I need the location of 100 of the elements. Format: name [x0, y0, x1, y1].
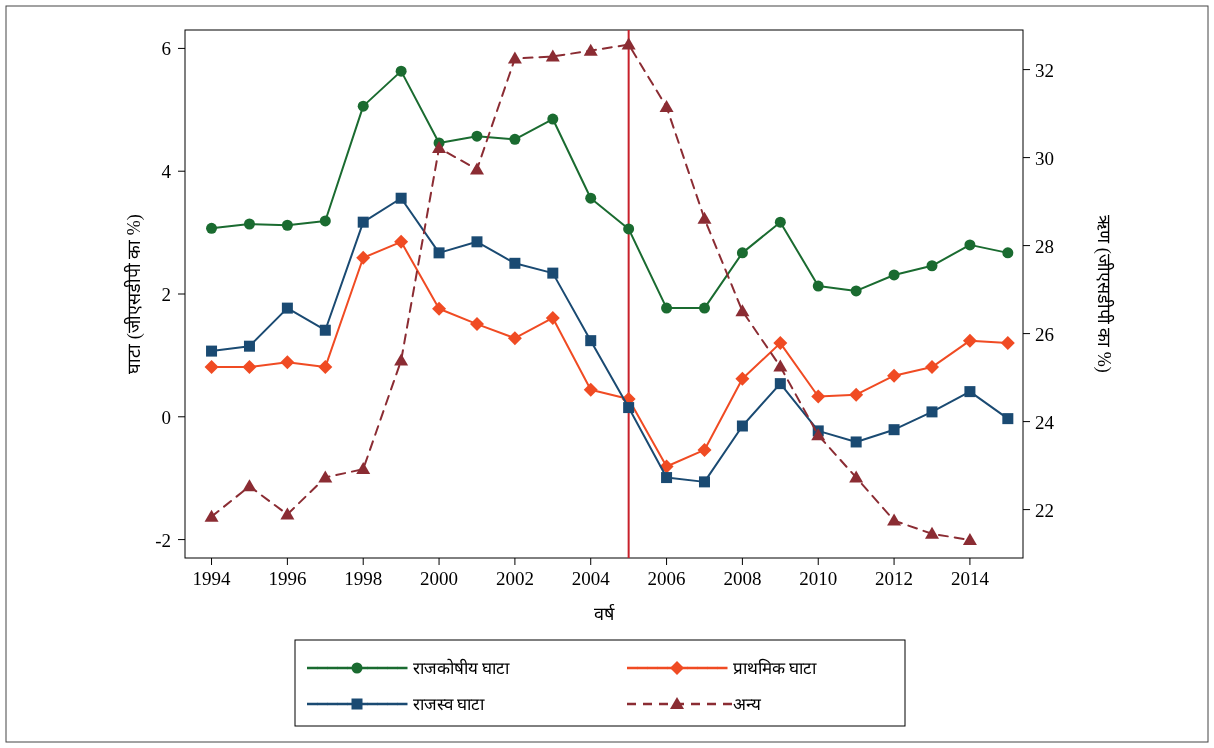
y2-tick-label: 22: [1035, 499, 1054, 521]
point: [774, 378, 786, 390]
x-tick-label: 2012: [875, 568, 914, 589]
point: [509, 257, 521, 269]
x-tick-label: 2014: [950, 568, 990, 589]
legend-label: राजस्व घाटा: [413, 695, 486, 714]
point: [394, 353, 409, 366]
y2-tick-label: 24: [1035, 411, 1055, 433]
point: [773, 336, 788, 351]
point: [507, 51, 522, 64]
x-tick-label: 1996: [268, 568, 307, 589]
x-tick-label: 2006: [647, 568, 686, 589]
point: [962, 532, 977, 545]
legend-label: प्राथमिक घाटा: [733, 658, 818, 678]
y2-tick-label: 32: [1035, 59, 1054, 81]
point: [547, 267, 559, 279]
point: [281, 219, 293, 231]
y-tick-label: 6: [161, 38, 171, 60]
point: [774, 216, 786, 228]
x-axis-title: वर्ष: [594, 603, 615, 624]
y2-tick-label: 28: [1035, 235, 1054, 257]
point: [395, 192, 407, 204]
x-tick-label: 1998: [344, 568, 383, 589]
point: [394, 234, 409, 249]
point: [812, 280, 824, 292]
x-tick-label: 2004: [571, 568, 611, 589]
point: [926, 260, 938, 272]
point: [621, 37, 636, 50]
point: [811, 389, 826, 404]
point: [736, 247, 748, 259]
point: [356, 250, 371, 265]
point: [926, 406, 938, 418]
y-tick-label: 2: [161, 284, 171, 305]
point: [659, 100, 674, 112]
legend-label: अन्य: [733, 695, 762, 714]
point: [545, 49, 560, 62]
point: [964, 386, 976, 398]
point: [433, 247, 445, 259]
x-tick-label: 2008: [723, 568, 762, 589]
point: [243, 340, 255, 352]
point: [242, 479, 257, 492]
y2-tick-label: 30: [1035, 147, 1054, 169]
point: [850, 436, 862, 448]
point: [206, 345, 218, 357]
point: [319, 215, 331, 227]
point: [623, 402, 635, 414]
x-tick-label: 2000: [420, 568, 459, 589]
x-tick-label: 2002: [495, 568, 534, 589]
point: [356, 462, 371, 475]
point: [849, 470, 864, 483]
point: [698, 302, 710, 314]
point: [661, 302, 673, 314]
point: [887, 368, 902, 383]
point: [697, 442, 712, 457]
point: [887, 513, 902, 526]
point: [318, 470, 333, 483]
point: [469, 317, 484, 332]
point: [585, 192, 597, 204]
point: [888, 424, 900, 436]
point: [661, 472, 673, 484]
point: [471, 130, 483, 142]
point: [697, 211, 712, 224]
point: [925, 360, 939, 375]
point: [545, 310, 560, 325]
legend-label: राजकोषीय घाटा: [413, 658, 511, 678]
point: [811, 428, 826, 441]
x-tick-label: 1994: [192, 568, 232, 589]
point: [735, 371, 750, 386]
y2-tick-label: 26: [1035, 323, 1054, 345]
point: [206, 222, 218, 234]
point: [471, 236, 483, 248]
point: [469, 162, 484, 175]
y2-axis-title: ऋण (जीएसडीपी का %): [1093, 215, 1115, 373]
point: [547, 113, 559, 125]
point: [319, 324, 331, 336]
point: [849, 387, 864, 402]
point: [583, 382, 598, 397]
point: [280, 507, 295, 520]
x-tick-label: 2010: [799, 568, 838, 589]
point: [964, 239, 976, 251]
y-tick-label: 4: [161, 161, 172, 183]
point: [925, 526, 939, 539]
point: [583, 43, 598, 56]
point: [242, 360, 257, 375]
point: [243, 218, 255, 230]
point: [1002, 413, 1014, 425]
point: [735, 304, 750, 317]
y-axis-title: घाटा (जीएसडीपी का %): [123, 214, 145, 374]
point: [850, 285, 862, 297]
point: [318, 360, 333, 375]
point: [698, 476, 710, 488]
point: [507, 331, 522, 346]
y-tick-label: -2: [155, 529, 171, 551]
point: [281, 302, 293, 314]
point: [888, 269, 900, 281]
point: [623, 223, 635, 235]
point: [962, 333, 977, 348]
point: [1000, 336, 1015, 351]
point: [357, 100, 369, 112]
y-tick-label: 0: [161, 406, 171, 428]
